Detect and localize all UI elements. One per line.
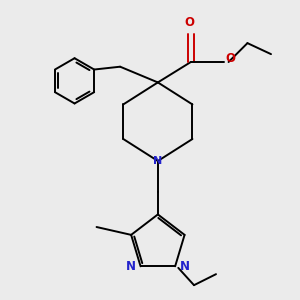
Text: N: N: [153, 156, 163, 166]
Text: O: O: [184, 16, 194, 29]
Text: O: O: [225, 52, 236, 65]
Text: N: N: [126, 260, 136, 273]
Text: N: N: [180, 260, 190, 273]
